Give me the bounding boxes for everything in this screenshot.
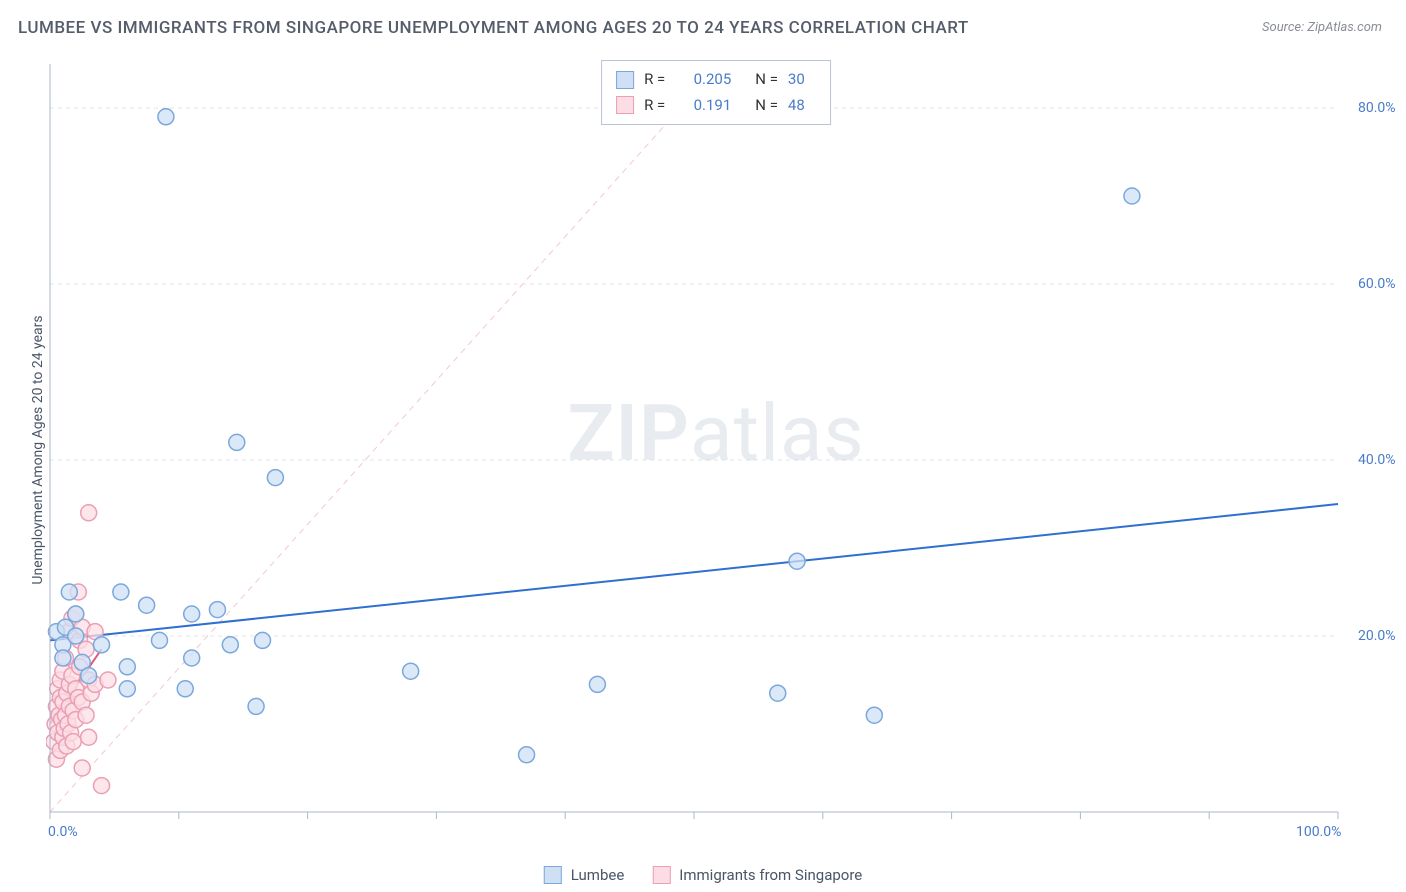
n-label: N = (755, 67, 778, 93)
y-axis-label: Unemployment Among Ages 20 to 24 years (30, 315, 46, 584)
stats-row-lumbee: R = 0.205 N = 30 (616, 67, 816, 93)
bottom-legend: Lumbee Immigrants from Singapore (544, 866, 862, 884)
n-value-lumbee: 30 (788, 67, 816, 93)
y-tick-label: 80.0% (1358, 100, 1396, 116)
r-label: R = (644, 67, 665, 93)
swatch-singapore (616, 96, 634, 114)
swatch-lumbee (616, 71, 634, 89)
r-value-singapore: 0.191 (675, 93, 731, 119)
y-tick-label: 20.0% (1358, 628, 1396, 644)
legend-label-singapore: Immigrants from Singapore (679, 866, 862, 884)
swatch-lumbee-bottom (544, 866, 562, 884)
n-label-2: N = (755, 93, 778, 119)
y-tick-label: 40.0% (1358, 452, 1396, 468)
legend-label-lumbee: Lumbee (571, 866, 625, 884)
swatch-singapore-bottom (652, 866, 670, 884)
source-label: Source: ZipAtlas.com (1262, 20, 1382, 35)
legend-item-lumbee: Lumbee (544, 866, 625, 884)
n-value-singapore: 48 (788, 93, 816, 119)
r-value-lumbee: 0.205 (675, 67, 731, 93)
y-tick-label: 60.0% (1358, 276, 1396, 292)
x-tick-label: 0.0% (48, 824, 78, 840)
x-tick-label: 100.0% (1296, 824, 1341, 840)
chart-title: LUMBEE VS IMMIGRANTS FROM SINGAPORE UNEM… (18, 18, 969, 38)
stats-legend: R = 0.205 N = 30 R = 0.191 N = 48 (601, 60, 831, 125)
scatter-plot (46, 60, 1386, 840)
r-label-2: R = (644, 93, 665, 119)
stats-row-singapore: R = 0.191 N = 48 (616, 93, 816, 119)
chart-area: Unemployment Among Ages 20 to 24 years Z… (46, 60, 1386, 840)
legend-item-singapore: Immigrants from Singapore (652, 866, 862, 884)
